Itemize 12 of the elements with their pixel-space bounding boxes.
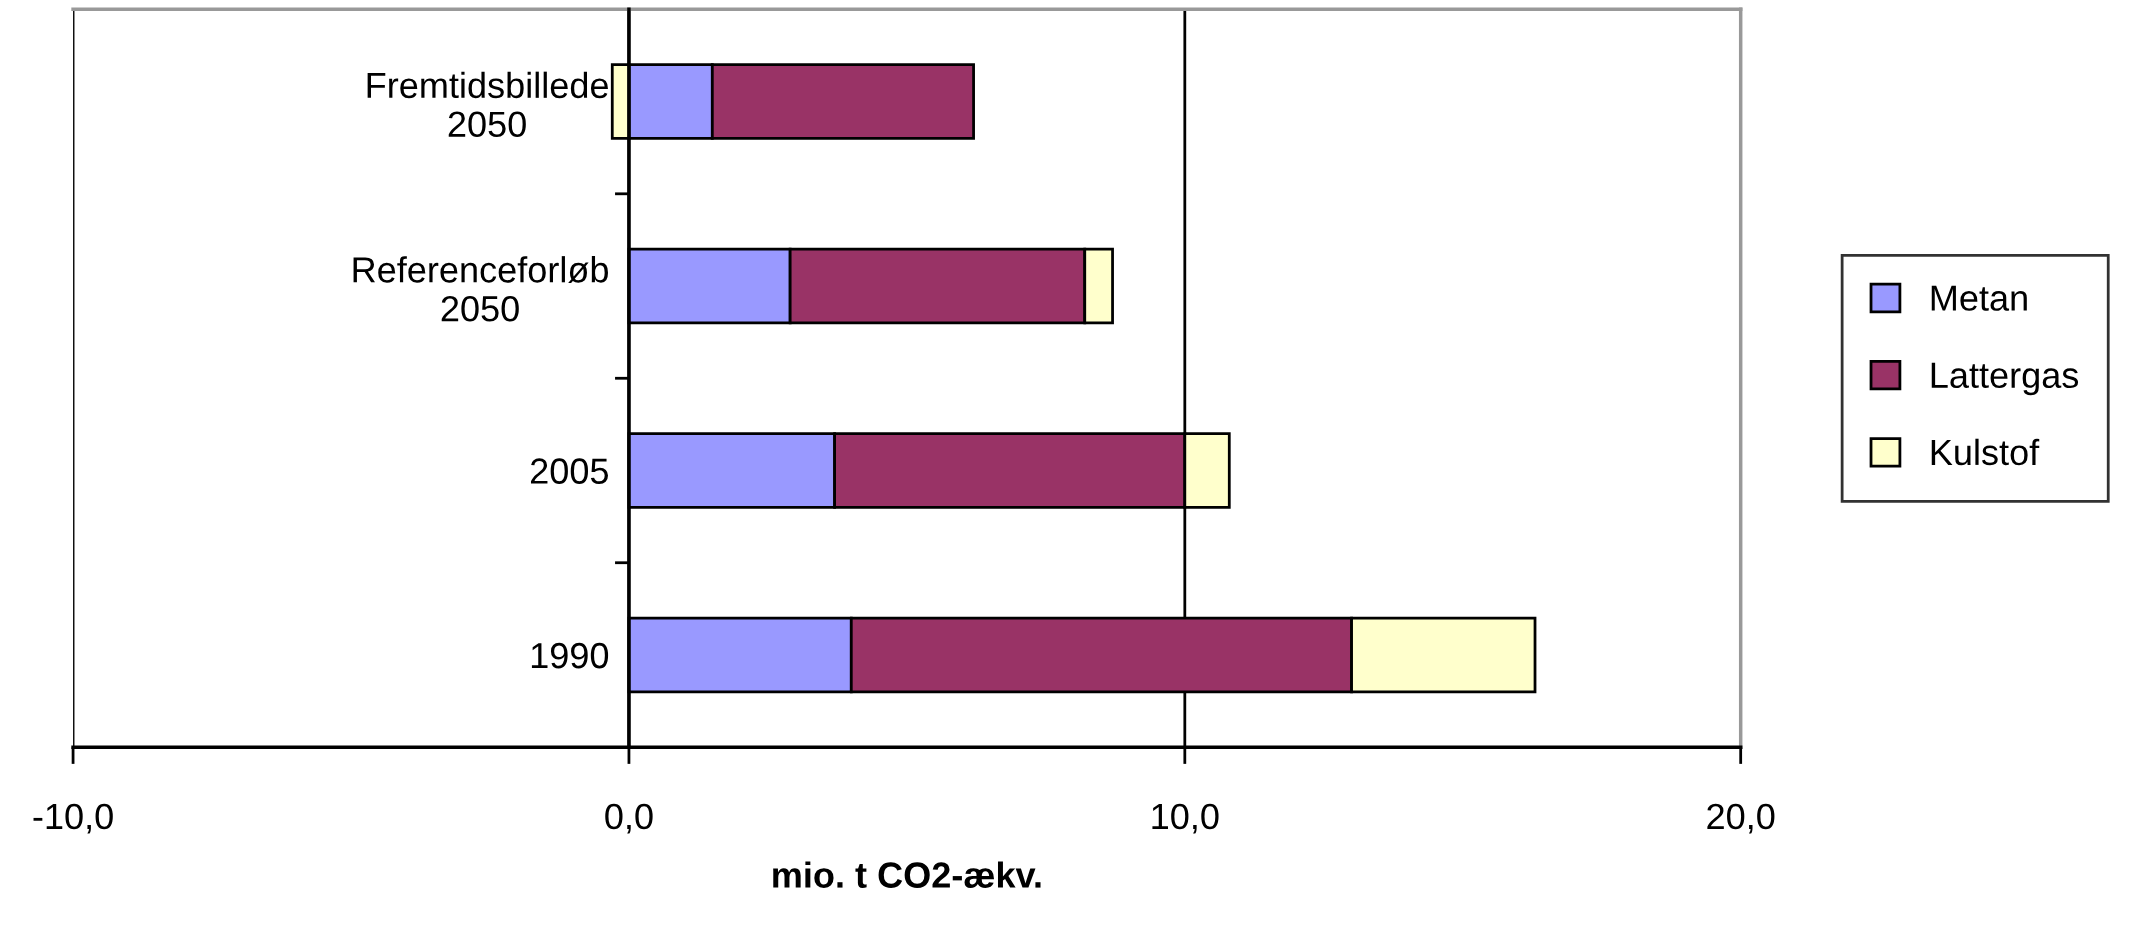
x-tick-label: 20,0 xyxy=(1707,803,1775,834)
x-tick-label: 0,0 xyxy=(605,803,653,834)
y-tick-label: Referenceforløb 2050 xyxy=(353,256,608,322)
x-tick-label: 10,0 xyxy=(1152,803,1219,834)
x-axis-title: mio. t CO2-ækv. xyxy=(773,861,1041,888)
legend-label: Kulstof xyxy=(1931,438,2040,466)
x-tick-label: -10,0 xyxy=(33,803,113,834)
y-tick-label: Fremtidsbillede 2050 xyxy=(367,71,608,138)
legend-label: Lattergas xyxy=(1931,362,2079,396)
y-tick-label: 2005 xyxy=(530,458,608,484)
legend-label: Metan xyxy=(1931,285,2027,311)
y-tick-label: 1990 xyxy=(531,642,609,669)
